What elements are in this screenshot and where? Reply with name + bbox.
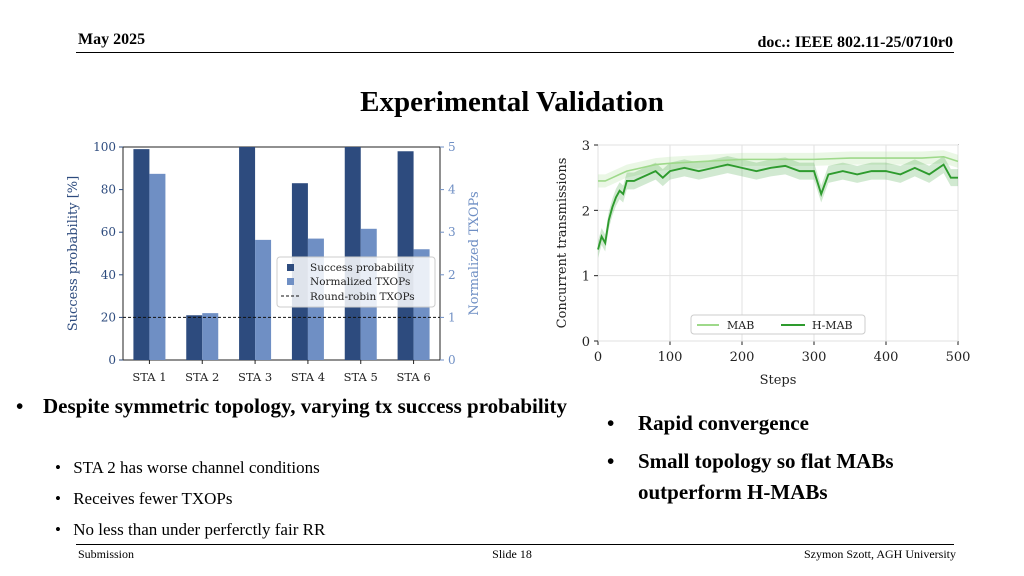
line-chart: 0 100 200 300 400 500 0 1 2 3 Steps Concurrent tran… (555, 139, 971, 388)
y-tick-label: 80 (101, 183, 116, 197)
legend-label-h-mab: H-MAB (812, 319, 853, 332)
y-tick-label: 0 (582, 335, 590, 350)
x-tick-label: 0 (594, 350, 602, 365)
x-tick-label: 400 (874, 350, 899, 365)
y-right-axis-label: Normalized TXOPs (467, 191, 482, 315)
legend-label-round-robin: Round-robin TXOPs (310, 291, 415, 303)
left-sub-bullet-3: • No less than under perferctly fair RR (55, 520, 326, 539)
plot-frame (122, 146, 441, 361)
y-tick-label: 40 (101, 268, 116, 282)
x-tick-label: STA 4 (291, 370, 325, 384)
y-right-tick-label: 5 (448, 140, 456, 154)
y-tick-label: 3 (582, 139, 590, 154)
bar-success-probability (397, 151, 414, 360)
y-tick-label: 100 (93, 140, 116, 154)
y-tick-label: 60 (101, 225, 116, 239)
x-tick-label: STA 5 (344, 370, 378, 384)
header-date: May 2025 (78, 31, 146, 48)
legend-label-success: Success probability (310, 262, 414, 274)
left-sub-bullet-2: • Receives fewer TXOPs (55, 489, 233, 508)
x-tick-label: 500 (946, 350, 971, 365)
series-line-mab (598, 155, 959, 182)
bar-success-probability (344, 147, 361, 360)
header-divider (76, 52, 954, 53)
y-tick-label: 1 (582, 270, 590, 285)
legend-label-mab: MAB (727, 319, 754, 332)
series-line-h-mab (597, 163, 958, 250)
right-bullet-2: • Small topology so flat MABs outperform… (607, 449, 894, 504)
y-right-tick-label: 3 (448, 225, 456, 239)
y-tick-label: 0 (108, 353, 116, 367)
x-tick-label: 200 (730, 350, 755, 365)
y-axis-label: Concurrent transmissions (555, 158, 570, 329)
right-bullet-1: • Rapid convergence (607, 411, 809, 435)
legend-marker-txops (287, 278, 294, 285)
footer-divider (76, 544, 954, 545)
y-right-tick-label: 4 (448, 183, 456, 197)
bar-chart: 0 20 40 60 80 100 0 1 2 3 4 5 Success probability [%… (66, 140, 482, 384)
header-doc-id: doc.: IEEE 802.11-25/0710r0 (757, 34, 953, 51)
footer-author: Szymon Szott, AGH University (804, 547, 956, 561)
x-tick-label: STA 2 (185, 370, 219, 384)
y-tick-label: 20 (101, 310, 116, 324)
footer-submission: Submission (78, 547, 135, 561)
legend-box (276, 256, 436, 308)
left-sub-bullet-1: • STA 2 has worse channel conditions (55, 458, 320, 477)
x-axis-label: Steps (760, 373, 797, 388)
footer-slide-number: Slide 18 (492, 547, 532, 561)
bar-success-probability (133, 149, 150, 360)
x-tick-label: STA 3 (238, 370, 272, 384)
y-right-tick-label: 0 (448, 353, 456, 367)
x-tick-label: STA 1 (132, 370, 166, 384)
confidence-band-mab (598, 150, 958, 188)
bar-normalized-txops (202, 313, 219, 360)
left-main-bullet: • Despite symmetric topology, varying tx… (16, 394, 567, 418)
x-tick-label: 300 (802, 350, 827, 365)
y-right-tick-label: 1 (448, 310, 456, 324)
confidence-band-h-mab (598, 156, 958, 259)
y-right-tick-label: 2 (448, 268, 456, 282)
legend-label-txops: Normalized TXOPs (310, 276, 410, 288)
x-tick-label: 100 (658, 350, 683, 365)
legend-marker-success (287, 264, 294, 271)
bar-normalized-txops (255, 239, 272, 360)
slide-title: Experimental Validation (360, 86, 664, 118)
y-tick-label: 2 (582, 204, 590, 219)
bar-success-probability (186, 315, 203, 360)
bar-success-probability (239, 147, 256, 360)
x-tick-label: STA 6 (396, 370, 430, 384)
y-axis-label: Success probability [%] (66, 176, 81, 331)
legend-box (690, 314, 866, 335)
bar-normalized-txops (149, 173, 166, 360)
